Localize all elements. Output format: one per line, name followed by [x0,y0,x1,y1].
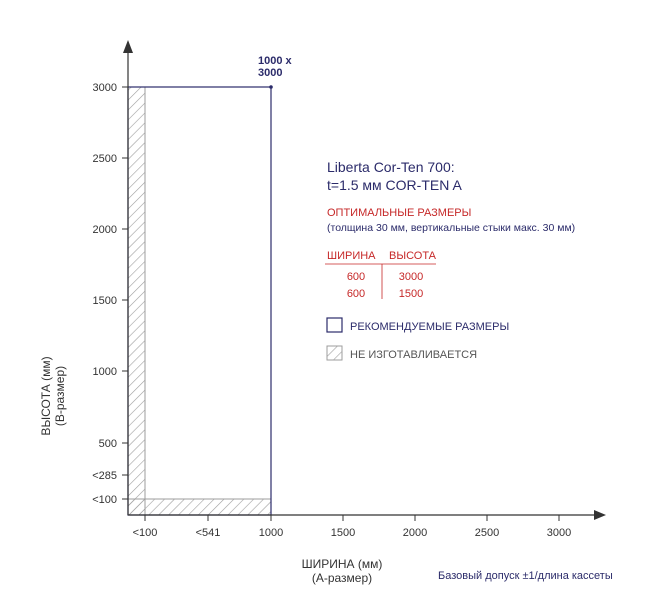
legend: РЕКОМЕНДУЕМЫЕ РАЗМЕРЫ НЕ ИЗГОТАВЛИВАЕТСЯ [326,317,509,361]
corner-label-line2: 3000 [258,67,282,79]
recommended-size-region [127,86,272,516]
product-subtitle: t=1.5 мм COR-TEN A [327,177,462,193]
product-title: Liberta Cor-Ten 700: [327,159,455,175]
table-cell: 1500 [399,288,423,300]
x-tick-label: <541 [196,527,221,539]
table-cell: 3000 [399,271,423,283]
x-tick-label: 1000 [259,527,283,539]
y-tick-label: 3000 [93,82,117,94]
corner-label-line1: 1000 x [258,55,293,67]
x-tick-label: <100 [133,527,158,539]
optimal-sizes-note: (толщина 30 мм, вертикальные стыки макс.… [327,222,575,234]
recommended-area-outline [127,86,272,516]
recommended-swatch-icon [326,317,343,333]
table-cell: 600 [347,271,365,283]
x-tick-label: 2000 [403,527,427,539]
y-tick-label: 2000 [93,224,117,236]
not-manufactured-swatch-icon [326,345,343,361]
y-tick-label: 1000 [93,366,117,378]
table-cell: 600 [347,288,365,300]
not-manufactured-area [127,498,272,516]
x-tick-label: 3000 [547,527,571,539]
y-tick-label: <100 [92,494,117,506]
not-manufactured-area [127,86,146,516]
optimal-sizes-table: ШИРИНА ВЫСОТА 600 3000 600 1500 [325,250,437,300]
x-axis-subtitle: (А-размер) [312,571,372,585]
x-axis-title: ШИРИНА (мм) [302,557,383,571]
y-axis-arrow-icon [123,40,133,53]
corner-point [269,85,273,89]
x-axis-arrow-icon [594,510,606,520]
y-axis-subtitle: (В-размер) [53,366,67,426]
y-tick-label: <285 [92,470,117,482]
tolerance-note: Базовый допуск ±1/длина кассеты [438,570,613,582]
optimal-sizes-label: ОПТИМАЛЬНЫЕ РАЗМЕРЫ [327,207,471,219]
y-tick-label: 1500 [93,295,117,307]
not-manufactured-areas [127,86,272,516]
y-axis-ticks: <100 <285 500 1000 1500 2000 2500 3000 [92,82,128,506]
y-tick-label: 500 [99,438,117,450]
legend-recommended-label: РЕКОМЕНДУЕМЫЕ РАЗМЕРЫ [350,321,509,333]
x-axis-ticks: <100 <541 1000 1500 2000 2500 3000 [133,515,571,539]
x-tick-label: 1500 [331,527,355,539]
y-axis-title: ВЫСОТА (мм) [39,356,53,435]
x-tick-label: 2500 [475,527,499,539]
y-tick-label: 2500 [93,153,117,165]
table-header-height: ВЫСОТА [389,250,437,262]
table-header-width: ШИРИНА [327,250,376,262]
legend-not-manufactured-label: НЕ ИЗГОТАВЛИВАЕТСЯ [350,349,477,361]
